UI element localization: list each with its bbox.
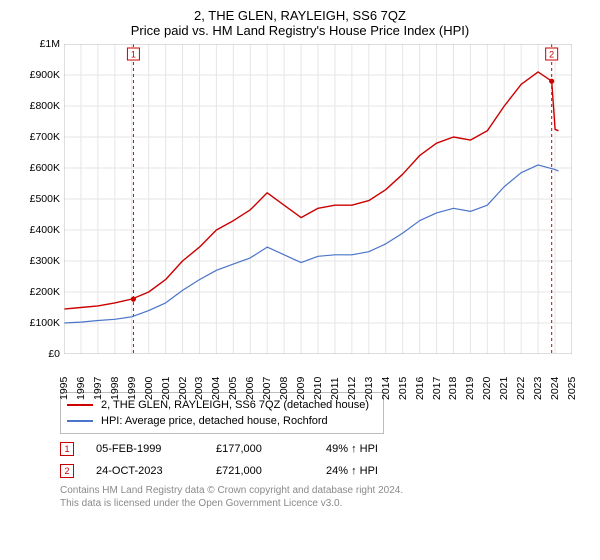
x-tick-label: 1996 xyxy=(75,377,87,400)
x-tick-label: 2020 xyxy=(481,377,493,400)
x-tick-label: 2015 xyxy=(397,377,409,400)
x-axis-labels: 1995199619971998199920002001200220032004… xyxy=(64,356,572,384)
x-tick-label: 2023 xyxy=(532,377,544,400)
x-tick-label: 2004 xyxy=(210,377,222,400)
event-row: 1 05-FEB-1999£177,00049% ↑ HPI xyxy=(60,440,590,458)
legend-swatch xyxy=(67,420,93,422)
event-row: 2 24-OCT-2023£721,00024% ↑ HPI xyxy=(60,462,590,480)
x-tick-label: 2016 xyxy=(414,377,426,400)
x-tick-label: 2011 xyxy=(329,377,341,400)
event-price: £721,000 xyxy=(216,462,326,480)
chart-title-line2: Price paid vs. HM Land Registry's House … xyxy=(10,23,590,38)
x-tick-label: 2024 xyxy=(549,377,561,400)
x-tick-label: 2014 xyxy=(380,377,392,400)
x-tick-label: 1997 xyxy=(92,377,104,400)
x-tick-label: 2003 xyxy=(193,377,205,400)
event-price: £177,000 xyxy=(216,440,326,458)
footnote-line2: This data is licensed under the Open Gov… xyxy=(60,497,590,510)
chart-title-line1: 2, THE GLEN, RAYLEIGH, SS6 7QZ xyxy=(10,8,590,23)
y-tick-label: £1M xyxy=(18,38,60,50)
event-diff: 24% ↑ HPI xyxy=(326,462,378,480)
x-tick-label: 2006 xyxy=(244,377,256,400)
x-tick-label: 1995 xyxy=(58,377,70,400)
y-axis-labels: £0£100K£200K£300K£400K£500K£600K£700K£80… xyxy=(18,44,64,354)
legend-swatch xyxy=(67,404,93,406)
event-diff: 49% ↑ HPI xyxy=(326,440,378,458)
x-tick-label: 2002 xyxy=(177,377,189,400)
x-tick-label: 2010 xyxy=(312,377,324,400)
footnote: Contains HM Land Registry data © Crown c… xyxy=(60,484,590,510)
x-tick-label: 2012 xyxy=(346,377,358,400)
y-tick-label: £300K xyxy=(18,255,60,267)
y-tick-label: £500K xyxy=(18,193,60,205)
legend-label: HPI: Average price, detached house, Roch… xyxy=(101,413,328,429)
event-date: 05-FEB-1999 xyxy=(96,440,216,458)
footnote-line1: Contains HM Land Registry data © Crown c… xyxy=(60,484,590,497)
x-tick-label: 2007 xyxy=(261,377,273,400)
x-tick-label: 2021 xyxy=(498,377,510,400)
event-marker-icon: 1 xyxy=(60,442,74,456)
x-tick-label: 2013 xyxy=(363,377,375,400)
svg-text:2: 2 xyxy=(549,50,554,60)
y-tick-label: £100K xyxy=(18,317,60,329)
x-tick-label: 1999 xyxy=(126,377,138,400)
events-table: 1 05-FEB-1999£177,00049% ↑ HPI 2 24-OCT-202… xyxy=(60,440,590,480)
x-tick-label: 2025 xyxy=(566,377,578,400)
x-tick-label: 2000 xyxy=(143,377,155,400)
legend-item: HPI: Average price, detached house, Roch… xyxy=(67,413,377,429)
svg-text:1: 1 xyxy=(131,50,136,60)
x-tick-label: 2018 xyxy=(447,377,459,400)
x-tick-label: 2009 xyxy=(295,377,307,400)
x-tick-label: 2017 xyxy=(431,377,443,400)
y-tick-label: £400K xyxy=(18,224,60,236)
y-tick-label: £800K xyxy=(18,100,60,112)
y-tick-label: £900K xyxy=(18,69,60,81)
x-tick-label: 2005 xyxy=(227,377,239,400)
event-marker-icon: 2 xyxy=(60,464,74,478)
x-tick-label: 2022 xyxy=(515,377,527,400)
x-tick-label: 2019 xyxy=(464,377,476,400)
line-chart: £0 £100K £200K £300K £400K £500K £600K £700K £80… xyxy=(18,44,578,384)
event-date: 24-OCT-2023 xyxy=(96,462,216,480)
x-tick-label: 1998 xyxy=(109,377,121,400)
plot-area: 12 xyxy=(64,44,572,354)
y-tick-label: £600K xyxy=(18,162,60,174)
y-tick-label: £200K xyxy=(18,286,60,298)
y-tick-label: £700K xyxy=(18,131,60,143)
x-tick-label: 2001 xyxy=(160,377,172,400)
y-tick-label: £0 xyxy=(18,348,60,360)
x-tick-label: 2008 xyxy=(278,377,290,400)
